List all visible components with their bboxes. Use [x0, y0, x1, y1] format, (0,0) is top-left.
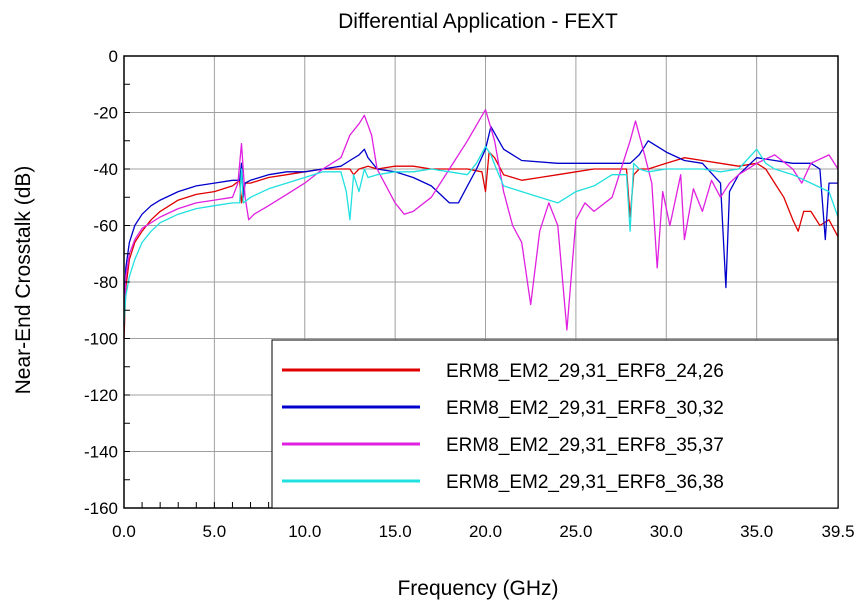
y-tick-label: -160	[84, 499, 118, 518]
y-tick-label: -120	[84, 386, 118, 405]
y-tick-label: -100	[84, 330, 118, 349]
legend: ERM8_EM2_29,31_ERF8_24,26 ERM8_EM2_29,31_…	[271, 339, 839, 509]
x-tick-label: 15.0	[379, 522, 412, 541]
legend-label: ERM8_EM2_29,31_ERF8_30,32	[446, 398, 724, 419]
x-tick-label: 30.0	[650, 522, 683, 541]
tick-labels: 0.0 5.0 10.0 15.0 20.0 25.0 30.0 35.0 39.5 0 -20 -4…	[84, 47, 855, 541]
legend-label: ERM8_EM2_29,31_ERF8_36,38	[446, 472, 724, 493]
x-tick-label: 5.0	[203, 522, 227, 541]
y-tick-label: -140	[84, 443, 118, 462]
x-tick-label: 20.0	[469, 522, 502, 541]
y-tick-label: -20	[93, 104, 118, 123]
series-line-1	[123, 151, 839, 339]
legend-label: ERM8_EM2_29,31_ERF8_35,37	[446, 435, 724, 456]
series-line-3	[123, 109, 839, 331]
chart-title: Differential Application - FEXT	[338, 10, 618, 33]
y-axis-label: Near-End Crosstalk (dB)	[12, 166, 35, 395]
series-line-2	[123, 125, 838, 325]
x-tick-label: 35.0	[740, 522, 773, 541]
y-tick-label: 0	[109, 47, 118, 66]
y-tick-label: -80	[93, 273, 118, 292]
legend-label: ERM8_EM2_29,31_ERF8_24,26	[446, 361, 724, 382]
x-tick-label: 10.0	[288, 522, 321, 541]
series-layer	[123, 109, 839, 339]
y-tick-label: -40	[93, 160, 118, 179]
x-tick-label: 39.5	[821, 522, 854, 541]
series-line-4	[123, 145, 839, 325]
x-tick-label: 0.0	[112, 522, 136, 541]
x-axis-label: Frequency (GHz)	[397, 577, 558, 600]
x-tick-label: 25.0	[559, 522, 592, 541]
y-tick-label: -60	[93, 217, 118, 236]
